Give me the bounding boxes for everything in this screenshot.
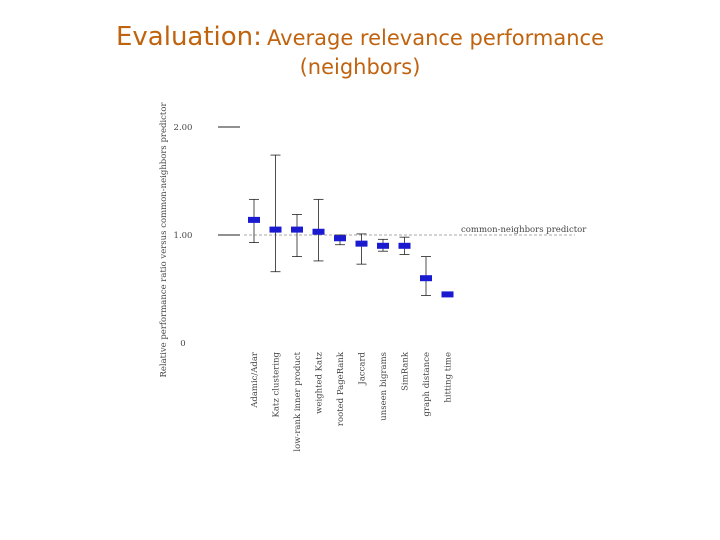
average-box bbox=[420, 275, 432, 282]
average-box bbox=[398, 242, 411, 249]
y-tick-label: 1.00 bbox=[174, 231, 193, 241]
slide-title-sub: (neighbors) bbox=[299, 55, 421, 80]
x-tick-label: Jaccard bbox=[358, 351, 368, 385]
x-tick-label: Katz clustering bbox=[272, 351, 282, 417]
slide-title-prefix: Evaluation: bbox=[115, 22, 262, 52]
average-box bbox=[312, 228, 325, 235]
slide-title: Evaluation: Average relevance performanc… bbox=[0, 22, 720, 80]
y-axis-label: Relative performance ratio versus common… bbox=[159, 102, 169, 378]
average-box bbox=[269, 226, 282, 233]
average-box bbox=[377, 242, 389, 249]
slide-title-line1: Evaluation: Average relevance performanc… bbox=[0, 22, 720, 53]
y-tick-label: 0 bbox=[180, 339, 185, 349]
y-tick-label: 2.00 bbox=[174, 123, 193, 133]
x-tick-label: weighted Katz bbox=[315, 351, 325, 413]
average-box bbox=[291, 226, 303, 233]
average-box bbox=[334, 235, 346, 242]
average-box bbox=[355, 240, 368, 247]
x-tick-label: Adamic/Adar bbox=[250, 351, 260, 409]
x-tick-label: unseen bigrams bbox=[379, 352, 389, 421]
average-box bbox=[248, 216, 260, 223]
slide-title-main: Average relevance performance bbox=[267, 26, 605, 50]
average-box bbox=[441, 291, 454, 298]
x-tick-label: SimRank bbox=[401, 351, 411, 391]
x-tick-label: low-rank inner product bbox=[293, 351, 303, 451]
x-tick-label: graph distance bbox=[422, 352, 432, 416]
baseline-label: common-neighbors predictor bbox=[461, 225, 587, 235]
x-tick-label: hitting time bbox=[444, 352, 454, 403]
x-tick-label: rooted PageRank bbox=[336, 351, 346, 426]
